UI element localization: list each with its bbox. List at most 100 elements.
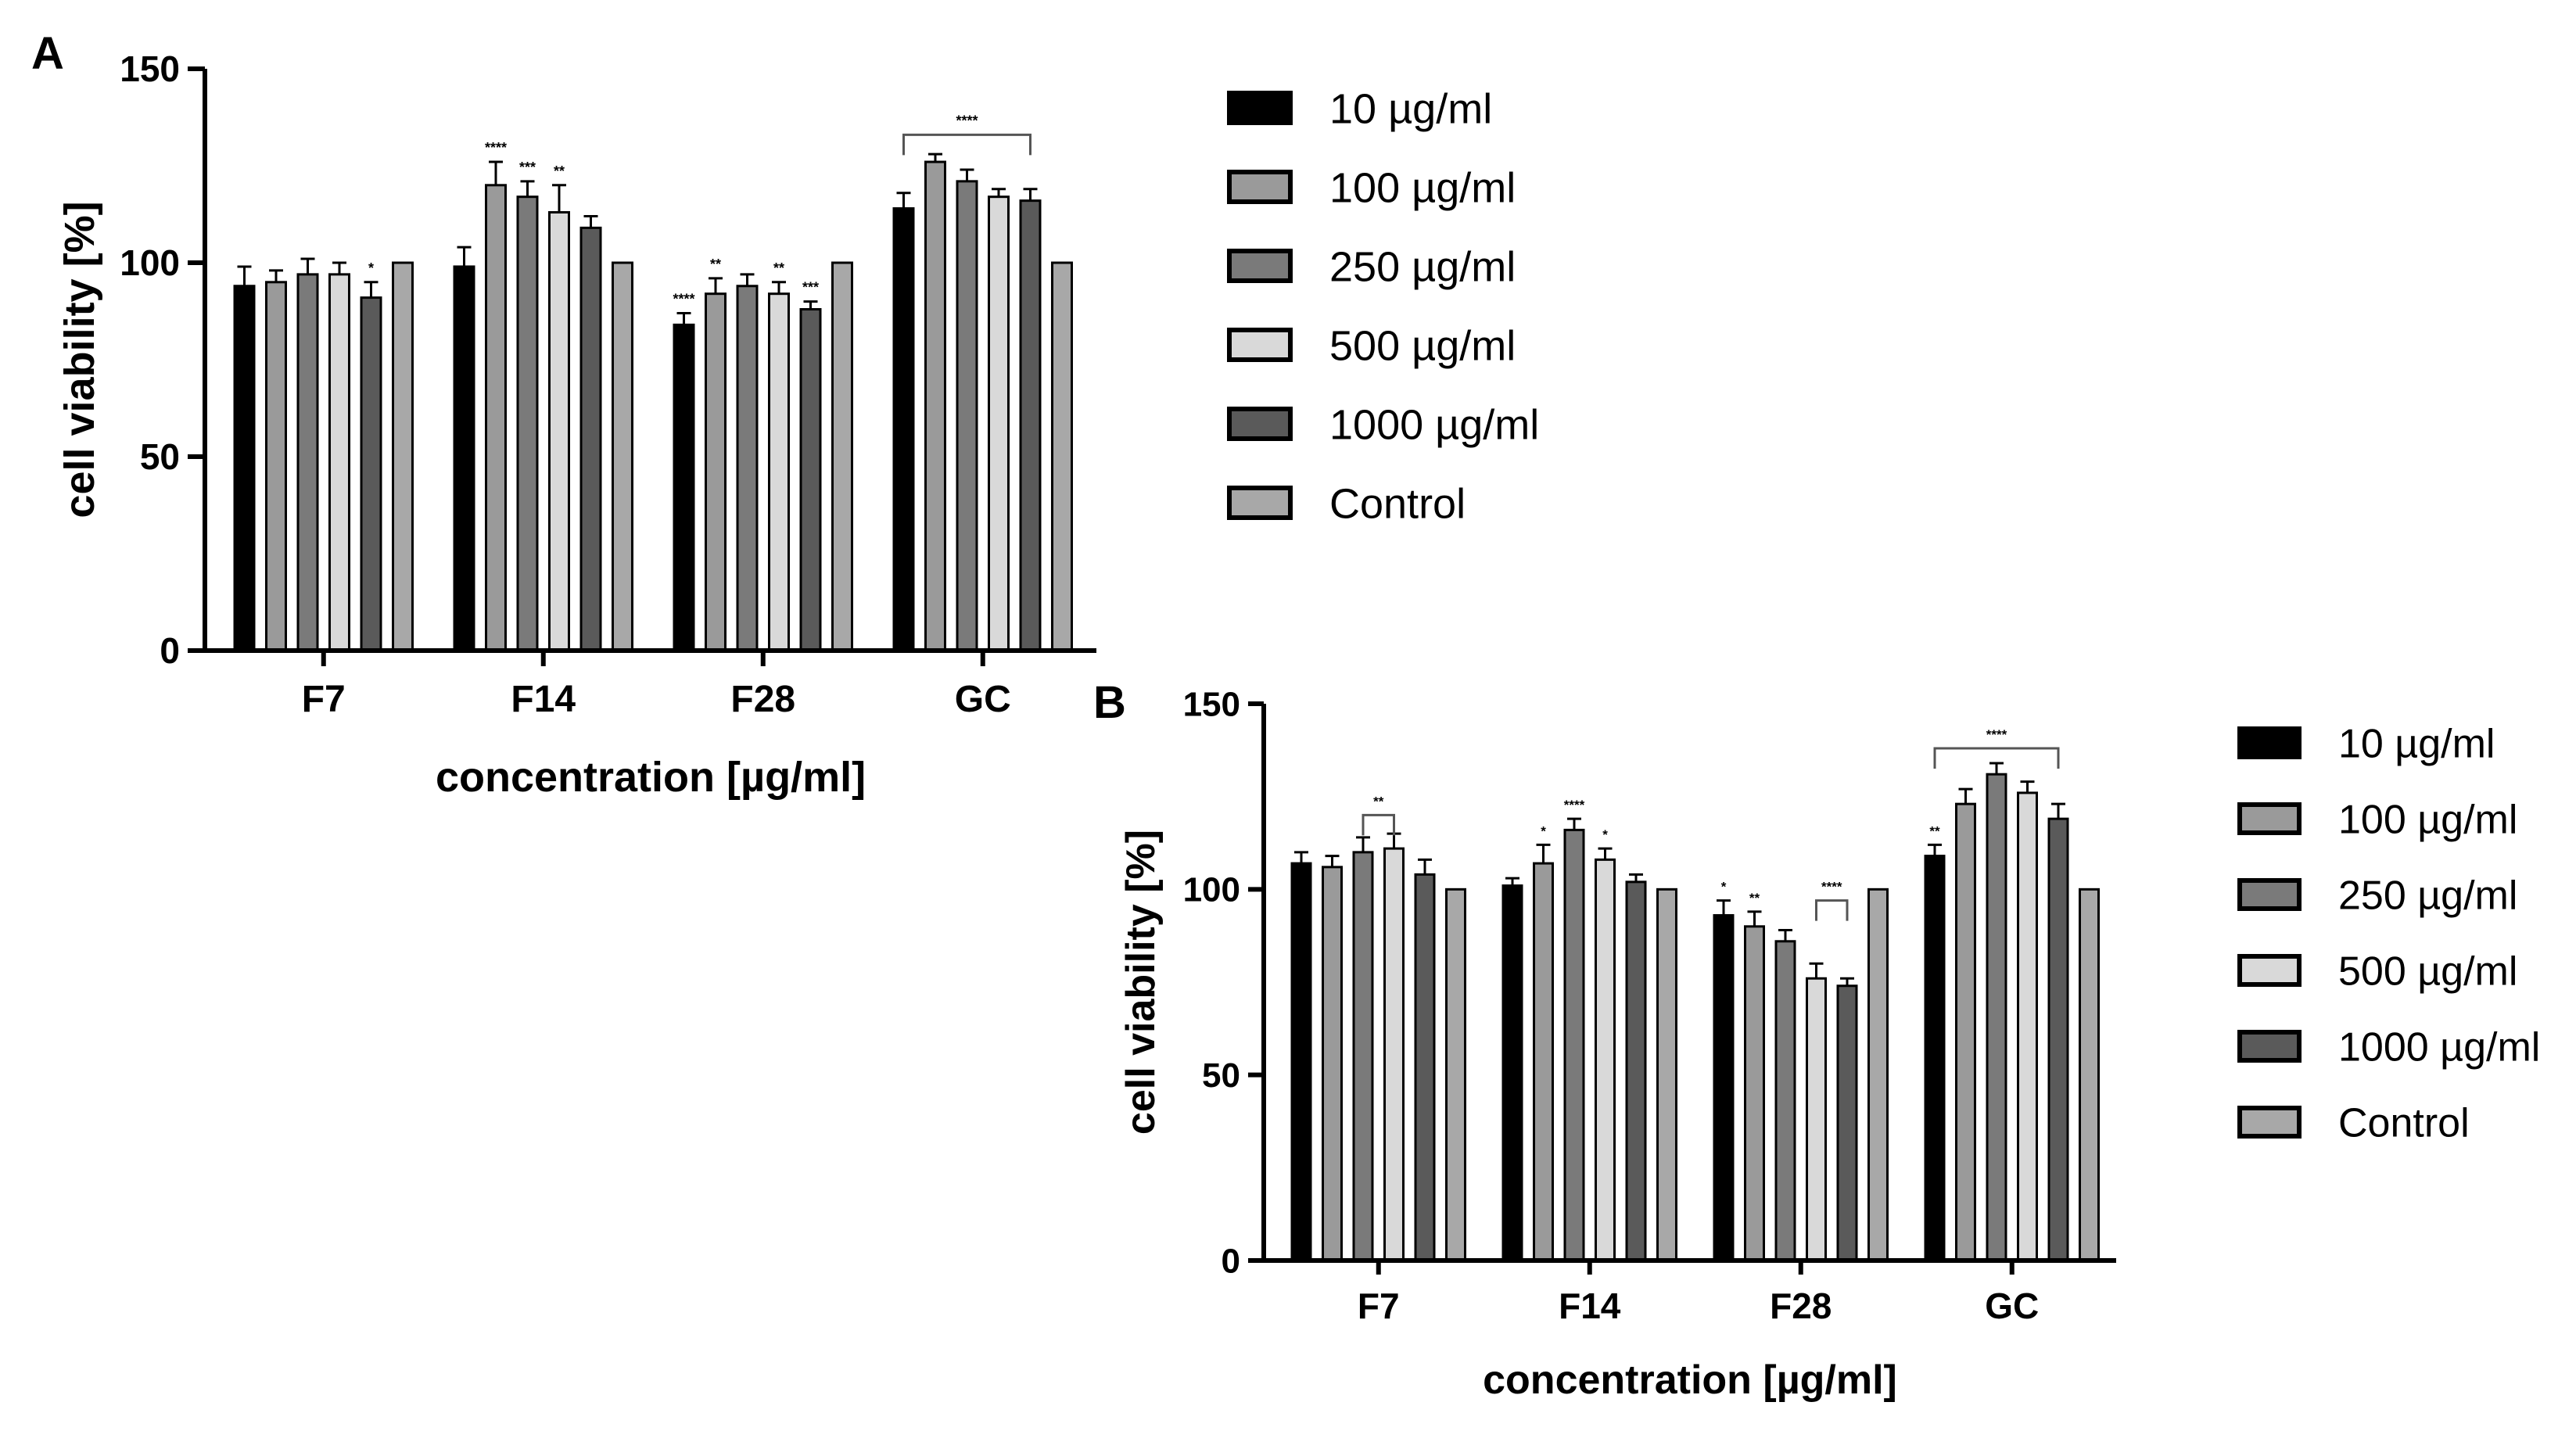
bar [1744,925,1765,1262]
bar [392,261,414,652]
bar [1595,858,1616,1262]
y-axis-title: cell viability [%] [56,201,103,518]
bar [1713,914,1735,1262]
bar [233,285,256,652]
legend-label: 100 µg/ml [1329,164,1516,211]
bar [1322,866,1343,1262]
legend-label: 500 µg/ml [1329,322,1516,369]
bar [736,285,759,652]
bar [1533,862,1554,1262]
legend-label: 250 µg/ml [1329,243,1516,290]
panel-a-letter: A [31,28,64,79]
x-tick-label: F14 [511,679,576,720]
bar [296,273,319,652]
bar [956,180,978,652]
bar [612,261,633,652]
legend-swatch [1227,170,1293,204]
significance-label: **** [1986,727,2007,742]
bar [1806,977,1827,1262]
legend-label: 10 µg/ml [2338,722,2495,767]
x-tick-label: F7 [302,679,346,720]
legend-label: 10 µg/ml [1329,85,1492,132]
bar [453,265,475,652]
legend-swatch [2237,1106,2302,1139]
y-tick-label: 150 [120,48,180,89]
significance-bracket [1933,747,2060,769]
significance-label: **** [956,113,978,128]
significance-label: **** [1821,880,1842,895]
bar [2079,888,2100,1262]
y-tick-label: 50 [140,436,180,477]
bar [1019,199,1042,652]
y-tick-label: 0 [160,630,180,671]
bar [1986,773,2007,1262]
bar [1656,888,1677,1262]
legend-swatch [1227,407,1293,441]
significance-label: ** [773,260,784,276]
significance-label: * [1541,823,1546,838]
significance-label: ** [1929,823,1940,838]
x-axis-title: concentration [µg/ml] [1483,1357,1897,1403]
x-tick-label: F28 [730,679,795,720]
legend-swatch [2237,726,2302,759]
significance-label: ** [1373,794,1384,809]
panel-b-letter: B [1093,677,1126,728]
bar [988,195,1010,652]
significance-label: **** [673,291,694,307]
bar [1774,940,1796,1262]
bar [1836,984,1858,1262]
x-tick-label: F28 [1770,1286,1832,1326]
bar [265,281,287,652]
legend-label: 100 µg/ml [2338,798,2517,843]
significance-label: * [1602,827,1608,842]
bar [1501,884,1523,1262]
y-tick-label: 150 [1183,685,1240,723]
legend-label: 1000 µg/ml [2338,1025,2540,1070]
y-tick-label: 0 [1222,1242,1240,1280]
bar [673,323,695,652]
significance-label: * [1721,880,1727,895]
x-tick-label: F14 [1559,1286,1621,1326]
bar [1290,862,1312,1262]
bar [516,195,539,652]
legend-swatch [1227,486,1293,520]
legend-swatch [1227,91,1293,125]
legend-swatch [1227,328,1293,362]
bar [924,160,946,652]
bar [705,292,727,652]
bar [1414,873,1436,1262]
bar [1955,802,1976,1262]
bar [360,296,382,652]
legend-swatch [1227,249,1293,283]
bar [1924,855,1946,1262]
bar [328,273,350,652]
bar [1383,847,1405,1262]
y-tick-label: 100 [120,242,180,283]
significance-bracket [902,133,1031,156]
bar [892,207,915,652]
significance-bracket [1815,899,1849,921]
significance-label: *** [519,160,536,175]
bar [548,211,570,652]
bar [799,308,822,652]
bar [1352,851,1374,1262]
bar [1867,888,1889,1262]
significance-label: *** [802,280,819,296]
bar [579,226,602,652]
significance-label: **** [485,140,507,156]
legend-label: Control [2338,1101,2470,1146]
bar [1563,828,1585,1262]
legend-swatch [2237,878,2302,911]
significance-label: ** [710,256,721,272]
bar [1625,880,1647,1262]
bar [2047,817,2069,1262]
x-tick-label: GC [1985,1286,2039,1326]
y-axis-title: cell viability [%] [1118,830,1164,1135]
significance-label: ** [1749,891,1760,905]
legend-label: 1000 µg/ml [1329,401,1539,448]
legend-swatch [2237,1030,2302,1063]
